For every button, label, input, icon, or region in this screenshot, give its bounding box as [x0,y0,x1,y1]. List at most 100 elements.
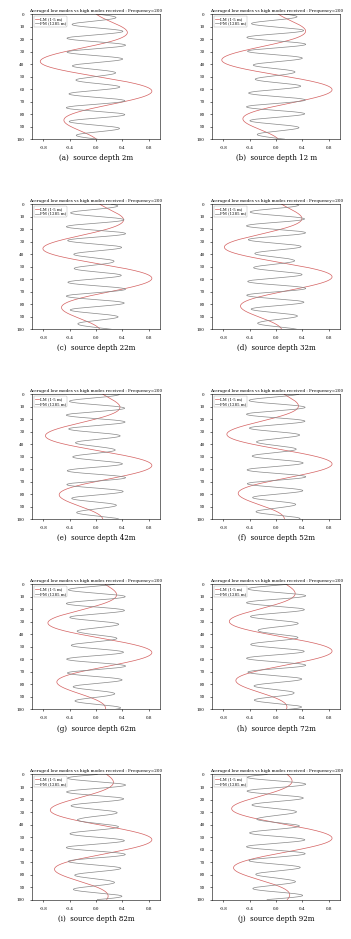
FM (1285 m) [95,133,99,145]
FM (1285 m) [82,600,86,611]
FM (1285 m) [113,688,117,700]
FM (1285 m) [117,514,121,525]
FM (1285 m) [81,30,86,41]
Title: Averaged low modes vs high modes received : Frequency=200: Averaged low modes vs high modes receive… [210,9,343,13]
LM (1-5 m) [93,600,98,611]
FM (1285 m) [283,8,287,20]
FM (1285 m) [244,221,249,232]
LM (1-5 m) [95,321,99,332]
X-axis label: (e)  source depth 42m: (e) source depth 42m [57,534,135,543]
FM (1285 m) [76,62,80,73]
LM (1-5 m) [121,213,125,224]
FM (1285 m) [299,403,303,414]
LM (1-5 m) [77,688,81,700]
LM (1-5 m) [229,247,233,258]
Title: Averaged low modes vs high modes received : Frequency=200: Averaged low modes vs high modes receive… [210,389,343,393]
LM (1-5 m) [302,23,306,34]
LM (1-5 m) [236,62,240,73]
FM (1285 m) [294,198,299,209]
Legend: LM (1-5 m), FM (1285 m): LM (1-5 m), FM (1285 m) [214,207,247,217]
LM (1-5 m) [98,198,102,209]
FM (1285 m) [285,878,290,889]
LM (1-5 m) [103,704,107,716]
Line: FM (1285 m): FM (1285 m) [66,394,126,519]
LM (1-5 m) [295,403,299,414]
FM (1285 m) [92,308,96,319]
FM (1285 m) [291,498,296,509]
LM (1-5 m) [257,626,261,638]
FM (1285 m) [271,56,275,68]
LM (1-5 m) [103,701,107,713]
LM (1-5 m) [273,817,277,828]
LM (1-5 m) [276,8,280,20]
LM (1-5 m) [278,321,282,332]
Line: LM (1-5 m): LM (1-5 m) [50,775,152,900]
FM (1285 m) [253,30,257,41]
Legend: LM (1-5 m), FM (1285 m): LM (1-5 m), FM (1285 m) [214,16,247,27]
FM (1285 m) [117,389,121,400]
Legend: LM (1-5 m), FM (1285 m): LM (1-5 m), FM (1285 m) [34,16,67,27]
FM (1285 m) [114,823,118,834]
LM (1-5 m) [282,511,286,522]
FM (1285 m) [294,324,299,335]
Legend: LM (1-5 m), FM (1285 m): LM (1-5 m), FM (1285 m) [34,777,67,788]
FM (1285 m) [122,403,126,414]
Legend: LM (1-5 m), FM (1285 m): LM (1-5 m), FM (1285 m) [34,586,67,597]
FM (1285 m) [293,891,297,902]
Legend: LM (1-5 m), FM (1285 m): LM (1-5 m), FM (1285 m) [214,396,247,408]
Title: Averaged low modes vs high modes received : Frequency=200: Averaged low modes vs high modes receive… [29,9,163,13]
FM (1285 m) [74,117,79,129]
FM (1285 m) [282,593,286,605]
LM (1-5 m) [123,30,127,41]
Line: FM (1285 m): FM (1285 m) [66,775,126,900]
FM (1285 m) [302,213,306,224]
X-axis label: (b)  source depth 12 m: (b) source depth 12 m [236,154,317,162]
Line: FM (1285 m): FM (1285 m) [246,204,306,330]
FM (1285 m) [296,632,300,643]
LM (1-5 m) [258,791,262,802]
LM (1-5 m) [281,783,285,794]
FM (1285 m) [95,8,99,20]
Title: Averaged low modes vs high modes received : Frequency=200: Averaged low modes vs high modes receive… [29,769,163,774]
LM (1-5 m) [105,783,109,794]
FM (1285 m) [278,252,282,263]
Legend: LM (1-5 m), FM (1285 m): LM (1-5 m), FM (1285 m) [214,586,247,597]
Title: Averaged low modes vs high modes received : Frequency=200: Averaged low modes vs high modes receive… [29,389,163,393]
Line: FM (1285 m): FM (1285 m) [66,584,126,710]
FM (1285 m) [118,891,122,902]
LM (1-5 m) [112,593,116,605]
Line: LM (1-5 m): LM (1-5 m) [222,14,332,139]
LM (1-5 m) [300,213,304,224]
FM (1285 m) [100,23,104,34]
FM (1285 m) [95,769,99,780]
FM (1285 m) [292,791,296,802]
FM (1285 m) [254,437,259,448]
FM (1285 m) [276,321,280,332]
LM (1-5 m) [94,8,98,20]
FM (1285 m) [274,817,279,828]
LM (1-5 m) [285,701,289,713]
Title: Averaged low modes vs high modes received : Frequency=200: Averaged low modes vs high modes receive… [29,579,163,583]
FM (1285 m) [297,514,301,525]
X-axis label: (g)  source depth 62m: (g) source depth 62m [57,725,135,732]
LM (1-5 m) [101,389,105,400]
LM (1-5 m) [241,437,246,448]
X-axis label: (h)  source depth 72m: (h) source depth 72m [237,725,316,732]
FM (1285 m) [88,321,93,332]
Line: FM (1285 m): FM (1285 m) [246,14,306,139]
FM (1285 m) [290,442,294,454]
LM (1-5 m) [103,578,107,590]
FM (1285 m) [91,252,95,263]
LM (1-5 m) [118,403,122,414]
FM (1285 m) [100,56,104,68]
X-axis label: (j)  source depth 92m: (j) source depth 92m [238,915,314,923]
LM (1-5 m) [97,632,101,643]
LM (1-5 m) [105,894,109,905]
FM (1285 m) [273,600,277,611]
FM (1285 m) [265,894,269,905]
Line: LM (1-5 m): LM (1-5 m) [232,775,332,900]
LM (1-5 m) [91,131,95,143]
FM (1285 m) [66,410,71,422]
Line: FM (1285 m): FM (1285 m) [246,775,306,900]
Line: LM (1-5 m): LM (1-5 m) [45,394,152,519]
